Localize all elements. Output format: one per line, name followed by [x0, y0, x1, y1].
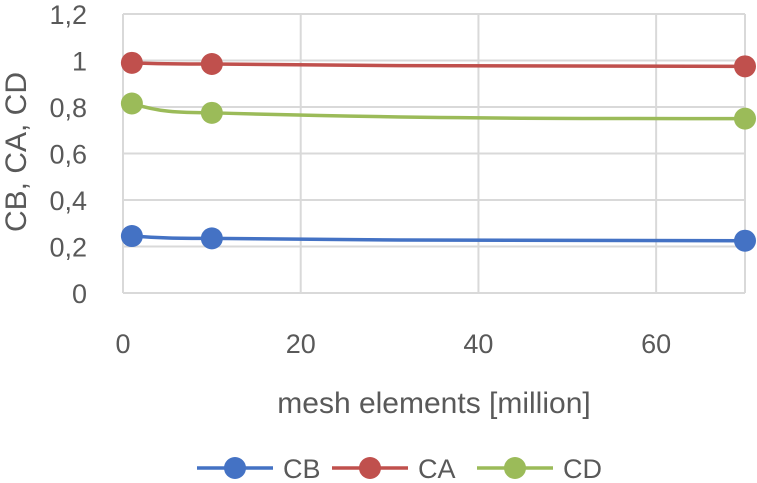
x-tick-label: 20 — [286, 329, 316, 359]
legend-marker-ca — [359, 457, 381, 479]
y-tick-label: 1,2 — [49, 0, 87, 30]
data-point-cb — [120, 225, 143, 248]
data-point-cd — [734, 107, 756, 130]
series-line-ca — [130, 61, 747, 69]
data-point-ca — [120, 51, 143, 74]
y-tick-label: 0,2 — [49, 233, 87, 263]
legend-label-cd: CD — [563, 454, 602, 483]
y-tick-labels: 0 0,2 0,4 0,6 0,8 1 1,2 — [49, 0, 87, 309]
data-point-cd — [200, 101, 223, 124]
y-tick-label: 0,4 — [49, 186, 87, 216]
legend-label-cb: CB — [283, 454, 321, 483]
y-tick-label: 0,8 — [49, 93, 87, 123]
x-axis-title: mesh elements [million] — [277, 387, 590, 420]
series — [120, 51, 756, 252]
series-line-cd — [130, 101, 747, 121]
y-tick-label: 0 — [72, 279, 87, 309]
data-point-ca — [200, 52, 223, 75]
x-tick-labels: 0 20 40 60 — [115, 329, 671, 359]
legend-marker-cd — [504, 457, 526, 479]
y-tick-label: 1 — [72, 47, 87, 77]
y-axis-title: CB, CA, CD — [0, 72, 33, 232]
series-line-cb — [130, 234, 747, 243]
x-tick-label: 40 — [463, 329, 493, 359]
data-point-cb — [200, 227, 223, 250]
legend-marker-cb — [224, 457, 246, 479]
data-point-cb — [734, 229, 756, 252]
data-point-ca — [734, 55, 756, 78]
y-tick-label: 0,6 — [49, 140, 87, 170]
legend-label-ca: CA — [418, 454, 456, 483]
x-tick-label: 60 — [641, 329, 671, 359]
data-point-cd — [120, 92, 143, 115]
x-tick-label: 0 — [115, 329, 130, 359]
legend: CB CA CD — [197, 454, 602, 483]
